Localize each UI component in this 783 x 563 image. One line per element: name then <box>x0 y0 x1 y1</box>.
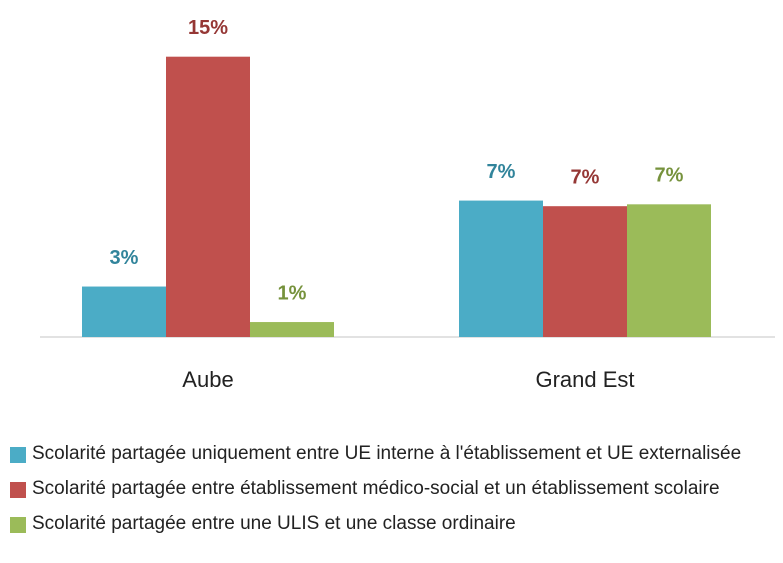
data-label: 15% <box>188 17 228 39</box>
bar <box>543 206 627 337</box>
bar <box>166 56 250 337</box>
legend-swatch <box>10 517 26 533</box>
legend-swatch <box>10 447 26 463</box>
x-tick-label: Aube <box>182 367 233 392</box>
chart: Aube 3% 15% 1% Grand Est 7% 7% 7% <box>40 17 775 392</box>
x-tick-label: Grand Est <box>535 367 634 392</box>
legend-item: Scolarité partagée entre une ULIS et une… <box>10 510 780 537</box>
legend-label: Scolarité partagée uniquement entre UE i… <box>32 443 742 464</box>
legend-swatch <box>10 482 26 498</box>
data-label: 3% <box>110 247 139 269</box>
bar <box>627 204 711 337</box>
legend-item: Scolarité partagée uniquement entre UE i… <box>10 440 780 467</box>
bar <box>82 286 166 337</box>
data-label: 7% <box>571 166 600 188</box>
legend: Scolarité partagée uniquement entre UE i… <box>10 440 780 545</box>
data-label: 7% <box>655 165 684 187</box>
bar <box>250 322 334 337</box>
data-label: 7% <box>487 161 516 183</box>
data-label: 1% <box>278 282 307 304</box>
legend-label: Scolarité partagée entre établissement m… <box>32 478 720 499</box>
legend-label: Scolarité partagée entre une ULIS et une… <box>32 513 516 534</box>
bar <box>459 200 543 337</box>
legend-item: Scolarité partagée entre établissement m… <box>10 475 780 502</box>
